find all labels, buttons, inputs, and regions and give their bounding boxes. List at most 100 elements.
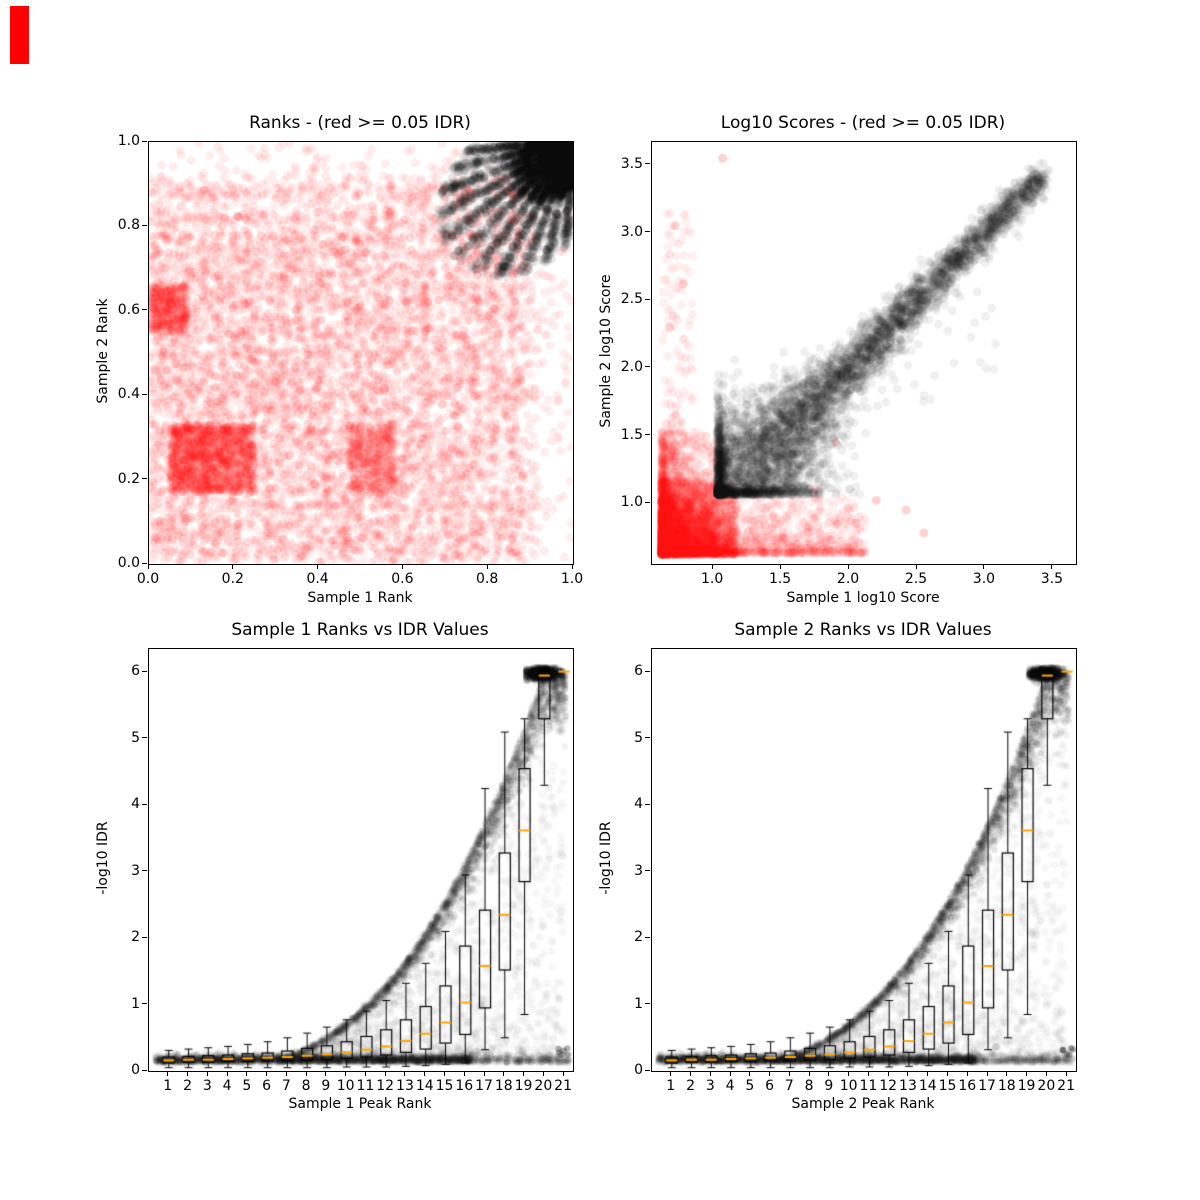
y-tick-label: 2.0: [620, 358, 643, 375]
x-tick-label: 2: [183, 1078, 192, 1094]
tick-mark: [645, 936, 650, 938]
y-tick-label: 3: [634, 862, 643, 879]
plot-area-scores: [651, 141, 1077, 565]
chart-title-idr-sample1: Sample 1 Ranks vs IDR Values: [231, 620, 489, 640]
tick-mark: [523, 1071, 525, 1076]
x-tick-label: 8: [804, 1078, 814, 1094]
x-tick-label: 2.5: [904, 571, 928, 587]
x-tick-label: 16: [958, 1078, 977, 1094]
y-tick-label: 0: [131, 1062, 140, 1078]
tick-mark: [142, 393, 147, 395]
tick-mark: [345, 1071, 347, 1076]
tick-mark: [788, 1071, 790, 1076]
tick-mark: [404, 1071, 406, 1076]
x-tick-label: 17: [475, 1078, 493, 1094]
tick-mark: [670, 1071, 672, 1076]
tick-mark: [167, 1071, 169, 1076]
tick-mark: [645, 163, 650, 165]
y-tick-label: 1.5: [620, 426, 643, 443]
x-tick-label: 10: [839, 1078, 858, 1094]
ranks-scatter-canvas: [149, 142, 573, 564]
tick-mark: [645, 434, 650, 435]
x-tick-label: 14: [415, 1078, 434, 1094]
tick-mark: [232, 564, 234, 569]
y-tick-label: 0: [634, 1062, 643, 1078]
tick-mark: [142, 803, 147, 805]
tick-mark: [779, 564, 781, 569]
tick-mark: [1065, 1071, 1067, 1076]
y-tick-label: 2: [131, 929, 140, 946]
tick-mark: [444, 1071, 445, 1076]
tick-mark: [542, 1071, 544, 1076]
tick-mark: [887, 1071, 889, 1076]
tick-mark: [463, 1071, 465, 1076]
tick-mark: [907, 1071, 909, 1076]
tick-mark: [401, 564, 403, 569]
plot-area-ranks: [148, 141, 574, 565]
tick-mark: [364, 1071, 366, 1076]
tick-mark: [317, 564, 319, 569]
x-tick-label: 2.0: [836, 571, 860, 587]
chart-title-ranks: Ranks - (red >= 0.05 IDR): [249, 113, 471, 133]
tick-mark: [266, 1071, 268, 1076]
chart-title-idr-sample2: Sample 2 Ranks vs IDR Values: [734, 620, 992, 640]
tick-mark: [645, 1069, 650, 1071]
x-axis-label-ranks: Sample 1 Rank: [307, 590, 413, 606]
x-tick-label: 1.5: [768, 571, 792, 587]
x-tick-label: 1.0: [560, 571, 584, 587]
x-tick-label: 7: [281, 1078, 291, 1094]
x-tick-label: 3.0: [972, 571, 996, 587]
x-axis-label-idr-sample2: Sample 2 Peak Rank: [791, 1096, 935, 1112]
x-axis-label-idr-sample1: Sample 1 Peak Rank: [288, 1096, 432, 1112]
tick-mark: [142, 737, 147, 739]
tick-mark: [226, 1071, 228, 1076]
tick-mark: [645, 803, 650, 805]
tick-mark: [571, 564, 573, 569]
tick-mark: [645, 366, 650, 368]
x-tick-label: 5: [242, 1078, 252, 1094]
y-tick-label: 5: [634, 729, 643, 746]
tick-mark: [709, 1071, 711, 1076]
tick-mark: [711, 564, 713, 569]
tick-mark: [142, 562, 147, 564]
idr-sample1-canvas: [149, 649, 573, 1071]
x-tick-label: 3.5: [1040, 571, 1064, 587]
y-tick-label: 4: [131, 796, 140, 813]
x-tick-label: 3: [202, 1078, 212, 1094]
x-tick-label: 20: [534, 1078, 553, 1094]
x-tick-label: 3: [705, 1078, 715, 1094]
y-tick-label: 4: [634, 796, 643, 813]
y-tick-label: 2: [634, 929, 643, 946]
x-tick-label: 4: [725, 1078, 735, 1094]
tick-mark: [983, 564, 985, 569]
x-tick-label: 0.4: [306, 571, 329, 587]
x-tick-label: 0.0: [136, 571, 160, 587]
x-tick-label: 0.8: [476, 571, 499, 587]
idr-sample2-canvas: [652, 649, 1076, 1071]
tick-mark: [562, 1071, 564, 1076]
x-tick-label: 15: [938, 1078, 957, 1094]
tick-mark: [147, 564, 149, 569]
x-tick-label: 18: [997, 1078, 1016, 1094]
tick-mark: [483, 1071, 485, 1076]
y-tick-label: 0.4: [117, 386, 140, 403]
tick-mark: [1026, 1071, 1028, 1076]
tick-mark: [645, 298, 650, 300]
y-tick-label: 1.0: [620, 494, 643, 511]
tick-mark: [1051, 564, 1053, 569]
tick-mark: [927, 1071, 929, 1076]
x-tick-label: 1: [163, 1078, 173, 1094]
x-tick-label: 19: [514, 1078, 533, 1094]
scores-scatter-canvas: [652, 142, 1076, 564]
y-tick-label: 6: [634, 663, 643, 680]
tick-mark: [847, 564, 849, 569]
tick-mark: [305, 1071, 307, 1076]
tick-mark: [848, 1071, 850, 1076]
tick-mark: [690, 1071, 692, 1076]
tick-mark: [947, 1071, 948, 1076]
x-tick-label: 15: [435, 1078, 454, 1094]
tick-mark: [142, 309, 147, 311]
x-tick-label: 21: [554, 1078, 572, 1094]
x-tick-label: 6: [765, 1078, 775, 1094]
tick-mark: [142, 478, 147, 480]
